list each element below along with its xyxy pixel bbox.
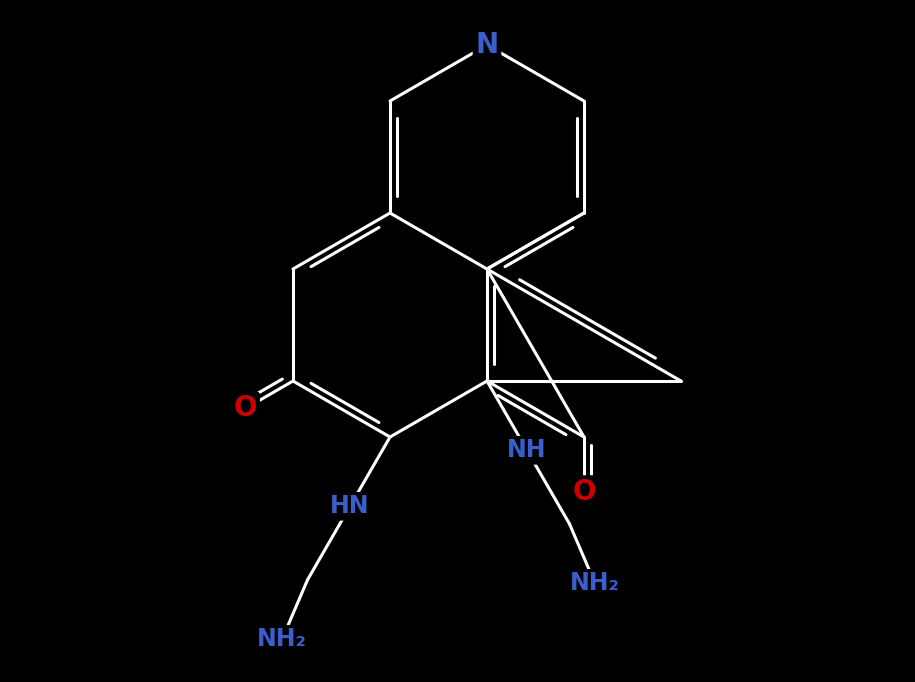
Text: O: O [233, 394, 257, 423]
Text: NH₂: NH₂ [570, 572, 620, 595]
Text: NH: NH [507, 439, 547, 462]
Text: NH₂: NH₂ [257, 627, 307, 651]
Text: HN: HN [330, 494, 370, 518]
Text: O: O [572, 478, 596, 506]
Text: N: N [476, 31, 499, 59]
